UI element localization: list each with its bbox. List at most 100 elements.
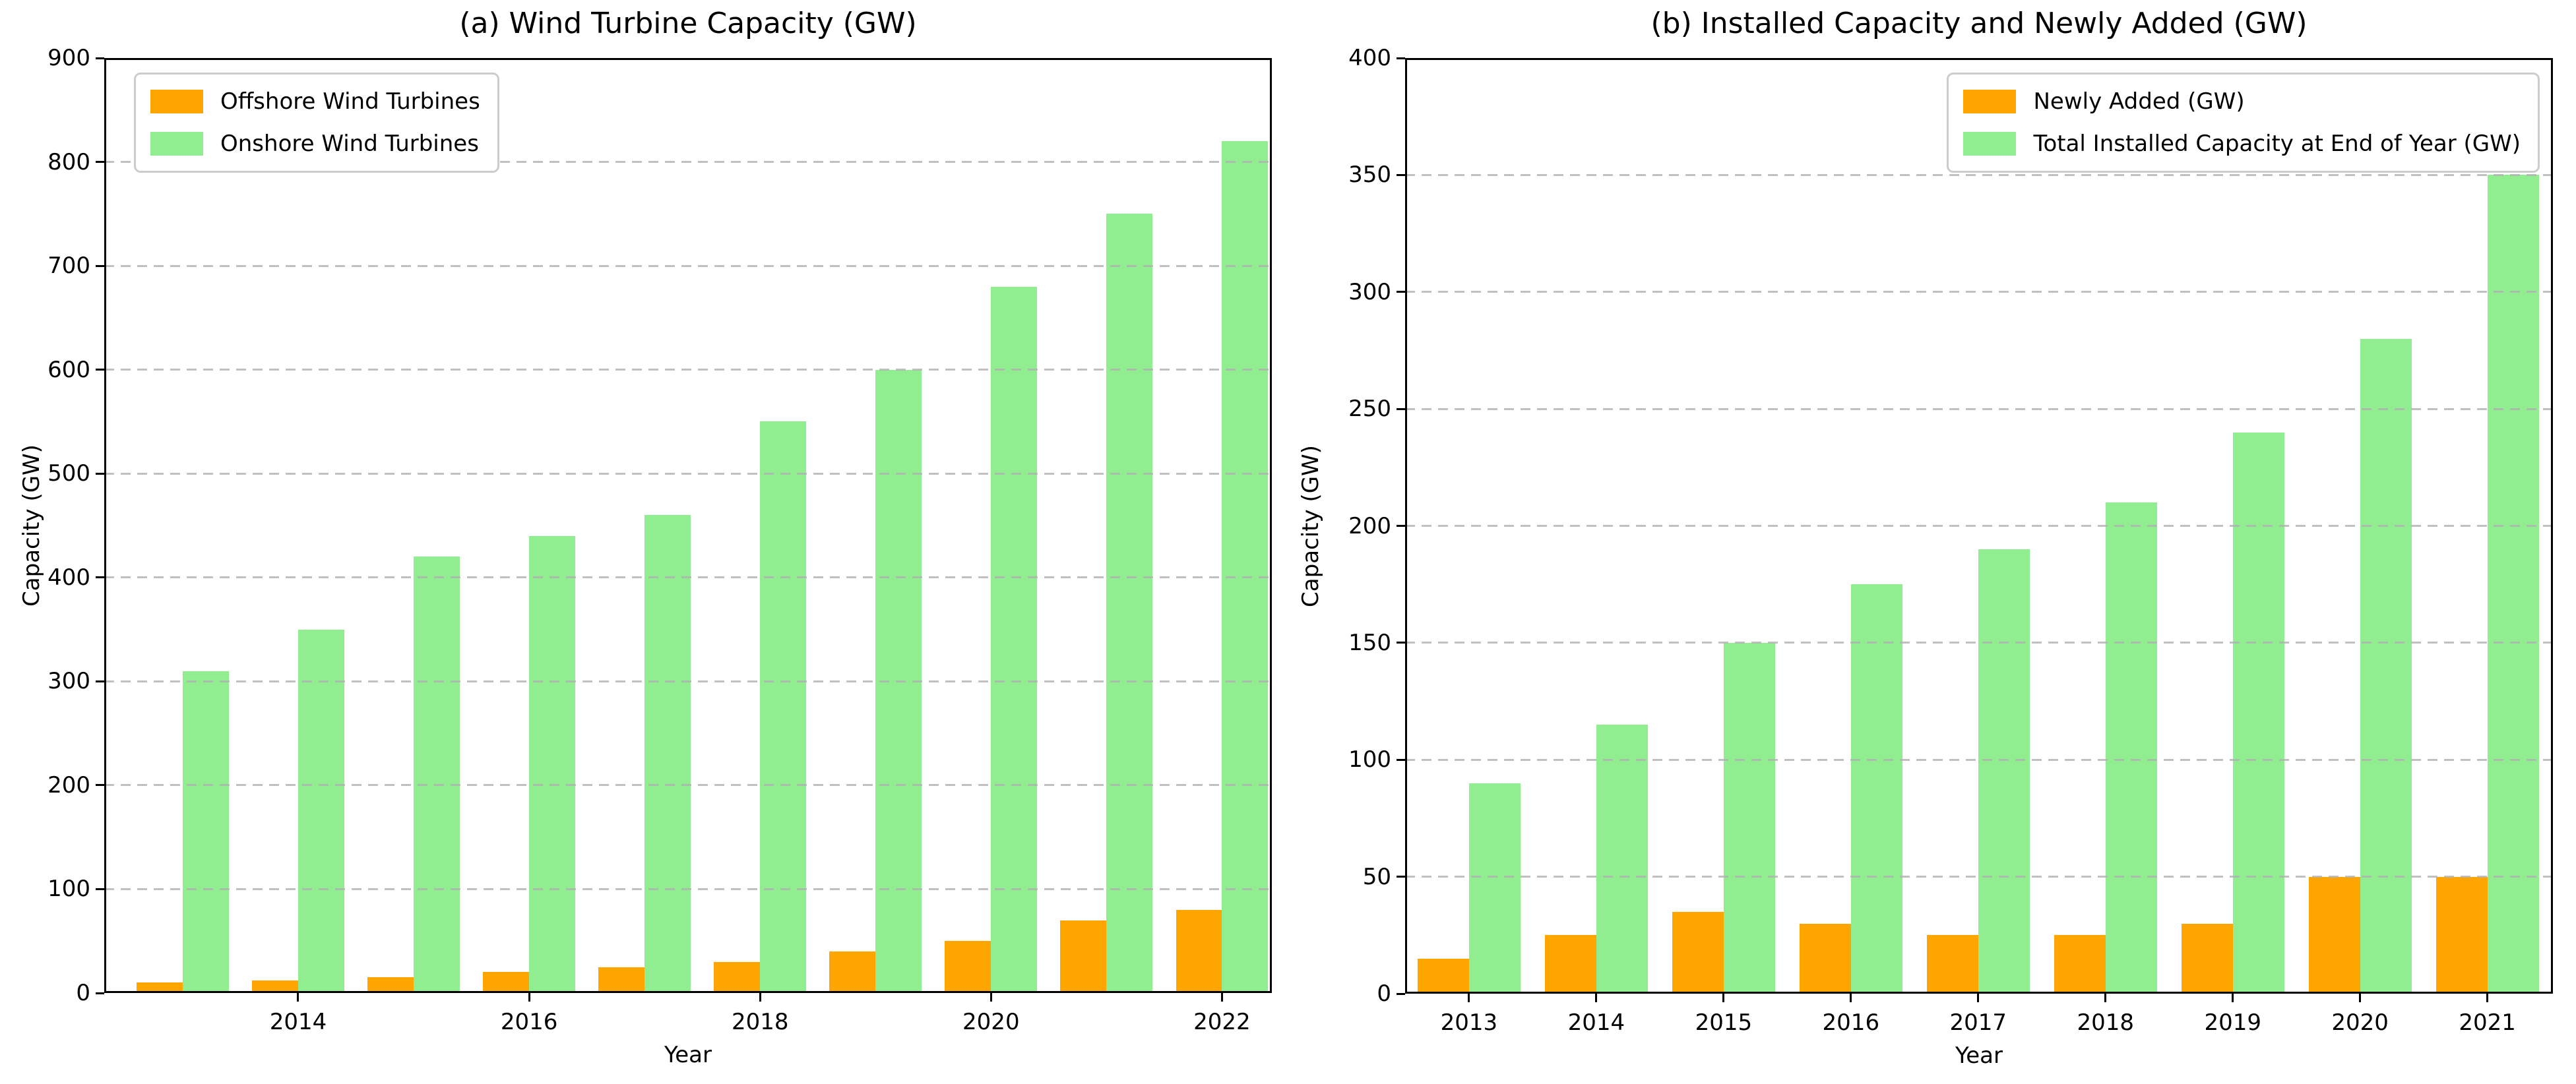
- y-tick-mark: [1397, 173, 1405, 176]
- gridline-500: [104, 472, 1272, 475]
- y-tick-mark: [1397, 291, 1405, 293]
- legend-swatch: [150, 90, 203, 113]
- bar-series1-2016: [483, 972, 530, 993]
- y-tick-mark: [1397, 57, 1405, 59]
- x-tick-label: 2022: [1193, 1009, 1251, 1035]
- legend-entry: Newly Added (GW): [1963, 88, 2521, 115]
- y-tick-mark: [96, 576, 104, 579]
- x-axis-label: Year: [1955, 1042, 2003, 1069]
- y-tick-mark: [1397, 876, 1405, 878]
- x-tick-label: 2014: [1567, 1009, 1625, 1036]
- y-tick-mark: [1397, 758, 1405, 761]
- x-tick-mark: [990, 993, 992, 1002]
- x-tick-mark: [2486, 994, 2489, 1002]
- gridline-700: [104, 264, 1272, 267]
- x-tick-label: 2016: [1822, 1009, 1880, 1036]
- y-tick-mark: [1397, 992, 1405, 995]
- x-tick-mark: [2232, 994, 2234, 1002]
- y-tick-mark: [1397, 642, 1405, 644]
- legend-swatch: [1963, 90, 2017, 113]
- y-tick-mark: [1397, 407, 1405, 410]
- legend-entry: Onshore Wind Turbines: [150, 130, 480, 158]
- y-tick-label: 800: [47, 148, 90, 175]
- y-tick-mark: [96, 992, 104, 994]
- x-tick-mark: [1468, 994, 1470, 1002]
- y-tick-label: 200: [47, 771, 90, 798]
- bar-series1-2020: [945, 941, 991, 993]
- gridline-400: [104, 576, 1272, 579]
- legend: Offshore Wind Turbines Onshore Wind Turbi…: [134, 73, 499, 173]
- legend: Newly Added (GW) Total Installed Capacity…: [1947, 73, 2540, 173]
- bar-series2-2021: [1106, 214, 1153, 993]
- bar-series2-2021: [2487, 175, 2539, 994]
- y-tick-label: 500: [47, 460, 90, 487]
- y-tick-label: 0: [1377, 980, 1391, 1007]
- bar-series1-2015: [367, 977, 414, 993]
- plot-area: [104, 58, 1272, 993]
- gridline-300: [1405, 291, 2553, 293]
- bar-series1-2022: [1176, 909, 1222, 993]
- y-tick-label: 150: [1348, 629, 1391, 656]
- y-tick-mark: [96, 264, 104, 267]
- bar-series2-2018: [760, 421, 807, 993]
- x-tick-label: 2020: [2331, 1009, 2389, 1036]
- x-tick-mark: [1220, 993, 1223, 1002]
- bar-series1-2017: [598, 967, 645, 993]
- bar-series2-2019: [2232, 432, 2284, 994]
- y-tick-label: 400: [47, 564, 90, 591]
- x-tick-mark: [2359, 994, 2362, 1002]
- legend-swatch: [1963, 132, 2017, 156]
- legend-entry: Total Installed Capacity at End of Year …: [1963, 130, 2521, 158]
- bar-series1-2018: [714, 961, 761, 993]
- bar-series2-2014: [1596, 725, 1648, 994]
- bar-series2-2020: [991, 286, 1038, 993]
- y-tick-label: 400: [1348, 45, 1391, 71]
- bar-series2-2016: [529, 535, 575, 993]
- y-tick-label: 50: [1362, 863, 1391, 890]
- y-tick-mark: [96, 784, 104, 787]
- bar-series1-2018: [2054, 935, 2106, 994]
- y-tick-label: 900: [47, 45, 90, 71]
- x-tick-mark: [1722, 994, 1725, 1002]
- y-tick-label: 300: [47, 668, 90, 695]
- x-tick-label: 2019: [2204, 1009, 2261, 1036]
- gridline-800: [104, 161, 1272, 164]
- x-tick-mark: [1977, 994, 1980, 1002]
- x-tick-mark: [1850, 994, 1852, 1002]
- y-tick-label: 100: [1348, 746, 1391, 773]
- bar-series2-2013: [182, 671, 229, 993]
- gridline-200: [1405, 525, 2553, 527]
- plot-area: [1405, 58, 2553, 994]
- chart-title: (b) Installed Capacity and Newly Added (…: [1650, 7, 2308, 40]
- legend-label: Total Installed Capacity at End of Year …: [2033, 131, 2521, 157]
- gridline-350: [1405, 173, 2553, 176]
- bar-series1-2019: [829, 951, 876, 993]
- gridline-200: [104, 784, 1272, 787]
- legend-swatch: [150, 132, 203, 156]
- y-tick-mark: [96, 161, 104, 164]
- gridline-100: [104, 888, 1272, 890]
- y-tick-mark: [96, 472, 104, 475]
- bar-series1-2021: [2435, 876, 2488, 994]
- chart-a: (a) Wind Turbine Capacity (GW) Capacity …: [18, 7, 1272, 1068]
- y-tick-mark: [1397, 525, 1405, 527]
- y-tick-mark: [96, 680, 104, 682]
- x-tick-mark: [297, 993, 299, 1002]
- bar-series2-2017: [644, 515, 691, 993]
- gridline-100: [1405, 758, 2553, 761]
- legend-label: Onshore Wind Turbines: [220, 131, 479, 157]
- gridline-150: [1405, 642, 2553, 644]
- y-tick-label: 300: [1348, 278, 1391, 305]
- legend-label: Offshore Wind Turbines: [220, 88, 480, 115]
- y-tick-label: 100: [47, 876, 90, 903]
- x-tick-label: 2015: [1695, 1009, 1753, 1036]
- y-tick-label: 700: [47, 253, 90, 280]
- bar-series2-2016: [1850, 584, 1902, 994]
- bar-series2-2017: [1978, 549, 2030, 994]
- bar-series1-2015: [1672, 911, 1724, 994]
- x-tick-label: 2018: [2077, 1009, 2134, 1036]
- y-tick-label: 200: [1348, 512, 1391, 539]
- legend-label: Newly Added (GW): [2033, 88, 2245, 115]
- gridline-50: [1405, 876, 2553, 878]
- bar-series1-2021: [1060, 920, 1107, 993]
